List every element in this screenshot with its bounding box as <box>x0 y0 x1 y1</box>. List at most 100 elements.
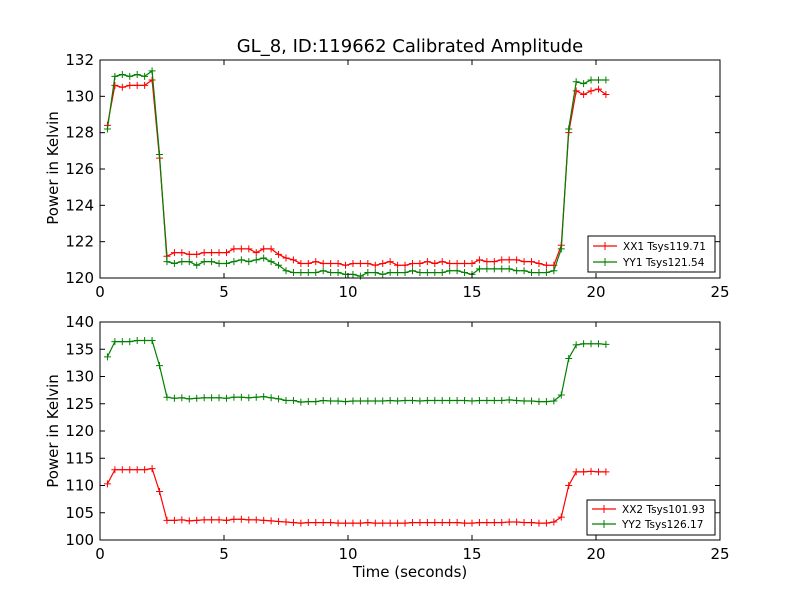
top-plot-legend: XX1 Tsys119.71 YY1 Tsys121.54 <box>587 235 716 273</box>
top-series-1-point <box>528 258 536 266</box>
bottom-series-2-point <box>416 397 424 405</box>
bottom-series-2-point <box>550 397 558 405</box>
bottom-series-2-point <box>349 397 357 405</box>
top-series-2-point <box>572 78 580 86</box>
top-series-1-point <box>542 261 550 269</box>
bottom-series-1-point <box>230 515 238 523</box>
bottom-series-2-point <box>356 397 364 405</box>
top-series-2-point <box>371 269 379 277</box>
bottom-series-2-point <box>594 340 602 348</box>
top-series-2-point <box>401 269 409 277</box>
top-series-1-point <box>118 83 126 91</box>
top-series-1-point <box>200 249 208 257</box>
top-plot-ticks: 0 5 10 15 20 25 120 122 124 126 128 130 132 <box>65 51 729 301</box>
top-series-2-point <box>297 269 305 277</box>
bottom-series-2-point <box>111 338 119 346</box>
bottom-series-2-point <box>289 396 297 404</box>
bottom-y-tick-label: 125 <box>65 395 94 413</box>
bottom-series-2-point <box>267 394 275 402</box>
top-series-1-point <box>312 258 320 266</box>
top-series-2-point <box>237 256 245 264</box>
bottom-series-1-point <box>602 468 610 476</box>
bottom-series-1-point <box>252 516 260 524</box>
bottom-y-tick-label: 105 <box>65 504 94 522</box>
top-series-1-point <box>580 91 588 99</box>
top-series-1-point <box>185 250 193 258</box>
top-plot-frame <box>99 59 721 279</box>
top-series-1-point <box>602 91 610 99</box>
bottom-series-1-point <box>542 519 550 527</box>
top-series-1-point <box>111 81 119 89</box>
top-series-2-point <box>133 71 141 79</box>
bottom-series-1-point <box>431 519 439 527</box>
top-x-tick-label: 5 <box>219 283 229 301</box>
top-series-2-point <box>260 254 268 262</box>
bottom-x-tick-label: 20 <box>586 545 605 563</box>
top-series-2-point <box>141 72 149 80</box>
top-series-1-point <box>141 81 149 89</box>
top-series-2-point <box>438 269 446 277</box>
bottom-series-1-point <box>185 517 193 525</box>
top-legend-xx1-label: XX1 Tsys119.71 <box>623 241 706 253</box>
top-series-1-point <box>260 245 268 253</box>
top-series-1-point <box>334 259 342 267</box>
bottom-x-tick-label: 10 <box>338 545 357 563</box>
bottom-x-tick-label: 15 <box>462 545 481 563</box>
top-series-2-point <box>594 76 602 84</box>
top-y-tick-label: 124 <box>65 196 94 214</box>
top-series-2-point <box>453 267 461 275</box>
top-series-1-point <box>208 249 216 257</box>
top-series-2-point <box>423 269 431 277</box>
bottom-series-1-point <box>275 517 283 525</box>
bottom-series-2-point <box>438 396 446 404</box>
top-series-1-point <box>483 258 491 266</box>
top-series-2-point <box>349 270 357 278</box>
bottom-series-1-point <box>208 516 216 524</box>
bottom-series-1-point <box>379 519 387 527</box>
top-series-2-point <box>431 269 439 277</box>
bottom-series-2-point <box>371 397 379 405</box>
bottom-series-2-point <box>520 397 528 405</box>
top-series-1-point <box>490 258 498 266</box>
top-series-1-point <box>394 261 402 269</box>
top-series-2-point <box>557 245 565 253</box>
bottom-series-1-point <box>133 466 141 474</box>
bottom-series-2-point <box>304 398 312 406</box>
top-series-2-point <box>170 259 178 267</box>
top-series-2-point <box>312 269 320 277</box>
bottom-series-1-point <box>222 516 230 524</box>
top-series-2-point <box>528 269 536 277</box>
bottom-series-2-point <box>535 398 543 406</box>
bottom-series-1-point <box>163 516 171 524</box>
top-series-1-point <box>267 245 275 253</box>
top-series-2-point <box>200 258 208 266</box>
bottom-series-1-point <box>505 518 513 526</box>
bottom-series-2-point <box>215 394 223 402</box>
top-series-1-point <box>498 256 506 264</box>
top-series-1-point <box>230 245 238 253</box>
top-series-1-point <box>170 249 178 257</box>
top-series-2-point <box>267 258 275 266</box>
bottom-series-2-point <box>208 394 216 402</box>
top-series-1-point <box>342 261 350 269</box>
top-plot-marks <box>103 67 610 280</box>
top-series-2-point <box>498 265 506 273</box>
bottom-series-2-point <box>528 397 536 405</box>
bottom-y-tick-label: 120 <box>65 422 94 440</box>
top-y-tick-label: 130 <box>65 87 94 105</box>
top-series-1-point <box>431 259 439 267</box>
top-y-tick-label: 128 <box>65 124 94 142</box>
bottom-series-2-point <box>379 397 387 405</box>
top-series-1-point <box>237 245 245 253</box>
bottom-series-1-point <box>580 468 588 476</box>
bottom-series-1-point <box>148 465 156 473</box>
top-series-1-point <box>133 81 141 89</box>
bottom-series-2-point <box>103 353 111 361</box>
bottom-series-1-point <box>438 519 446 527</box>
top-series-2-point <box>319 267 327 275</box>
bottom-series-1-point <box>416 519 424 527</box>
top-series-2-point <box>252 256 260 264</box>
bottom-plot-ticks: 0 5 10 15 20 25 100 105 110 115 120 125 130 135 140 <box>65 313 729 563</box>
bottom-series-2-point <box>475 396 483 404</box>
